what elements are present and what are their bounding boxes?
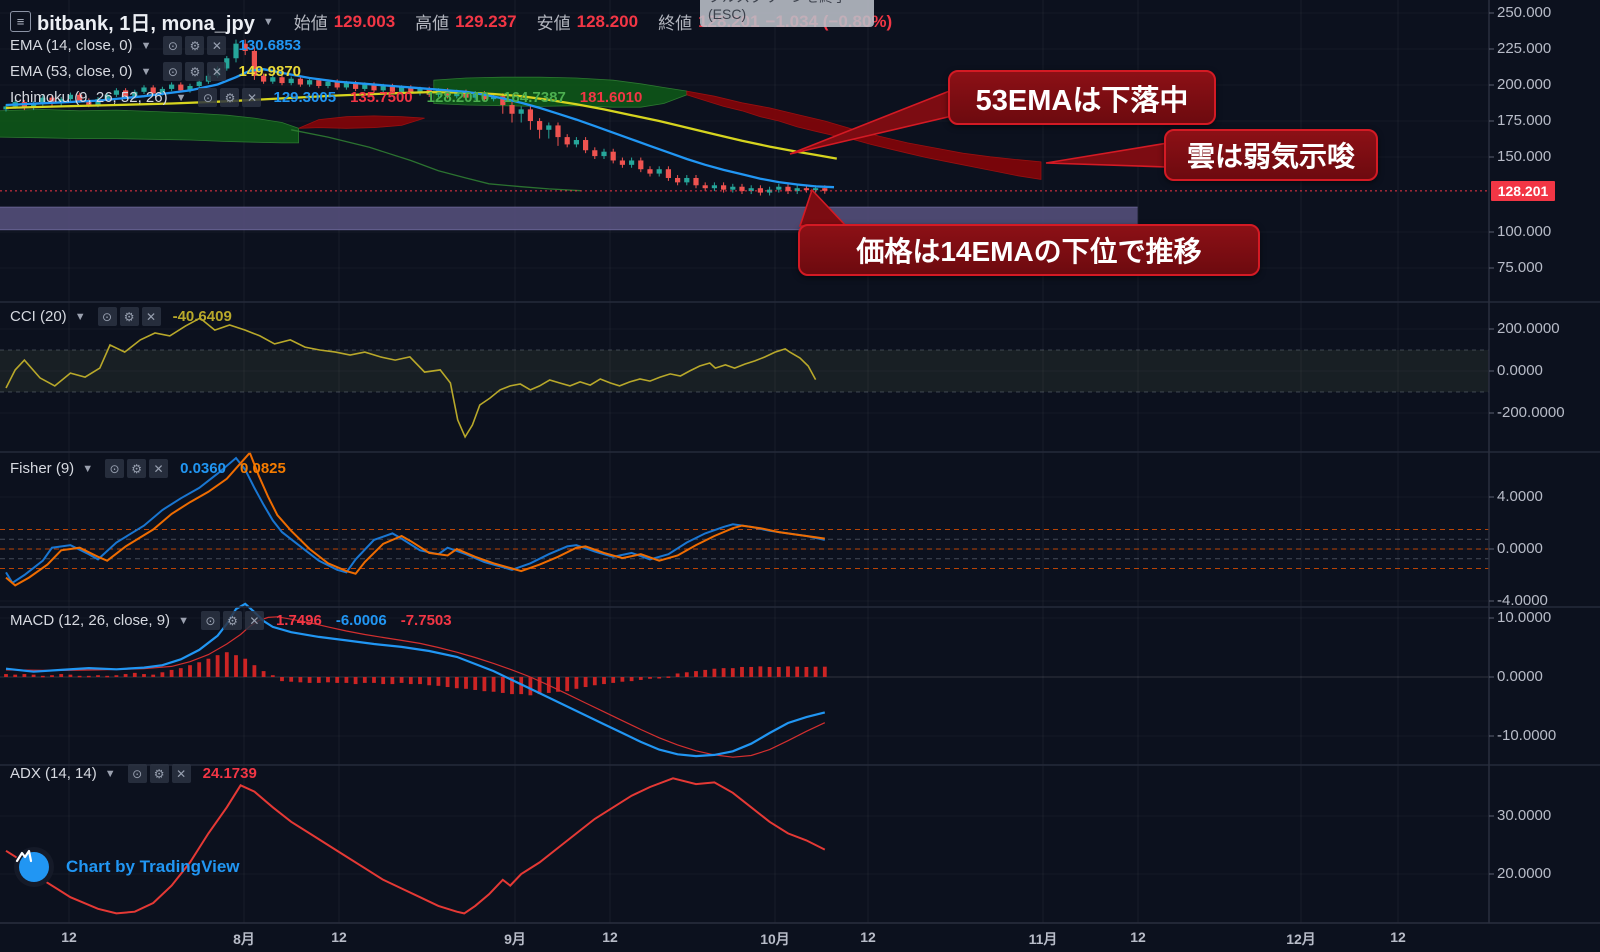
ema53-value: 149.9870: [238, 63, 302, 80]
tradingview-logo-icon: [14, 847, 54, 887]
fisher-label: Fisher (9): [10, 460, 75, 477]
open-value: 129.003: [333, 11, 396, 31]
settings-icon[interactable]: ⚙: [119, 307, 139, 326]
fisher-value: 0.0360: [180, 460, 226, 477]
visibility-icon[interactable]: ⊙: [97, 307, 117, 326]
visibility-icon[interactable]: ⊙: [163, 62, 183, 81]
high-label: 高値: [415, 14, 450, 33]
ichimoku-label: Ichimoku (9, 26, 52, 26): [10, 89, 168, 106]
adx-label: ADX (14, 14): [10, 765, 97, 782]
ichimoku-conversion-value: 129.3005: [273, 89, 337, 106]
visibility-icon[interactable]: ⊙: [127, 764, 147, 783]
visibility-icon[interactable]: ⊙: [200, 611, 220, 630]
fullscreen-exit-tooltip: フルスクリーンを終了 (ESC): [700, 0, 874, 27]
settings-icon[interactable]: ⚙: [185, 62, 205, 81]
macd-signal-value: -7.7503: [400, 612, 452, 629]
watermark[interactable]: Chart by TradingView: [14, 847, 240, 887]
fisher-trigger-value: 0.0825: [239, 460, 286, 477]
settings-icon[interactable]: ⚙: [149, 764, 169, 783]
high-value: 129.237: [455, 11, 517, 31]
menu-icon[interactable]: ≡: [10, 11, 31, 32]
chevron-down-icon[interactable]: ▼: [82, 462, 94, 475]
chevron-down-icon[interactable]: ▼: [140, 39, 152, 52]
legend-fisher[interactable]: Fisher (9) ▼ ⊙ ⚙ ✕ 0.0360 0.0825: [10, 459, 286, 478]
legend-ema53[interactable]: EMA (53, close, 0) ▼ ⊙ ⚙ ✕ 149.9870: [10, 62, 301, 81]
watermark-text[interactable]: Chart by TradingView: [66, 857, 240, 876]
ema53-label: EMA (53, close, 0): [10, 63, 133, 80]
visibility-icon[interactable]: ⊙: [198, 88, 218, 107]
close-icon[interactable]: ✕: [207, 36, 227, 55]
ichimoku-leadA-value: 164.7387: [503, 89, 566, 106]
ichimoku-leadB-value: 181.6010: [579, 89, 643, 106]
cci-value: -40.6409: [172, 308, 232, 325]
legend-macd[interactable]: MACD (12, 26, close, 9) ▼ ⊙ ⚙ ✕ 1.7496 -6.…: [10, 611, 452, 630]
chevron-down-icon[interactable]: ▼: [178, 614, 189, 627]
current-price-badge: 128.201: [1491, 181, 1555, 201]
adx-value: 24.1739: [202, 765, 257, 782]
chevron-down-icon[interactable]: ▼: [175, 91, 187, 104]
ichimoku-base-value: 135.7500: [350, 89, 413, 106]
chevron-down-icon[interactable]: ▼: [74, 310, 86, 323]
ichimoku-lagging-value: 128.2010: [426, 89, 490, 106]
settings-icon[interactable]: ⚙: [185, 36, 205, 55]
visibility-icon[interactable]: ⊙: [105, 459, 125, 478]
chevron-down-icon[interactable]: ▼: [262, 15, 274, 28]
cci-label: CCI (20): [10, 308, 67, 325]
ema14-value: 130.6853: [238, 37, 302, 54]
legend-ema14[interactable]: EMA (14, close, 0) ▼ ⊙ ⚙ ✕ 130.6853: [10, 36, 301, 55]
close-icon[interactable]: ✕: [244, 611, 264, 630]
close-icon[interactable]: ✕: [242, 88, 262, 107]
close-icon[interactable]: ✕: [207, 62, 227, 81]
close-icon[interactable]: ✕: [171, 764, 191, 783]
legend-adx[interactable]: ADX (14, 14) ▼ ⊙ ⚙ ✕ 24.1739: [10, 764, 257, 783]
settings-icon[interactable]: ⚙: [222, 611, 242, 630]
macd-hist-value: 1.7496: [275, 612, 322, 629]
settings-icon[interactable]: ⚙: [127, 459, 147, 478]
macd-label: MACD (12, 26, close, 9): [10, 612, 171, 629]
ema14-label: EMA (14, close, 0): [10, 37, 133, 54]
legend-cci[interactable]: CCI (20) ▼ ⊙ ⚙ ✕ -40.6409: [10, 307, 232, 326]
legend-ichimoku[interactable]: Ichimoku (9, 26, 52, 26) ▼ ⊙ ⚙ ✕ 129.3005 …: [10, 88, 642, 107]
tooltip-line1: フルスクリーンを終了: [708, 0, 866, 6]
settings-icon[interactable]: ⚙: [220, 88, 240, 107]
low-value: 128.200: [576, 11, 639, 31]
close-icon[interactable]: ✕: [141, 307, 161, 326]
close-label: 終値: [658, 14, 693, 33]
macd-line-value: -6.0006: [335, 612, 387, 629]
chevron-down-icon[interactable]: ▼: [140, 65, 152, 78]
visibility-icon[interactable]: ⊙: [163, 36, 183, 55]
open-label: 始値: [293, 14, 328, 33]
tooltip-line2: (ESC): [708, 6, 747, 22]
low-label: 安値: [536, 14, 571, 33]
symbol-title[interactable]: bitbank, 1日, mona_jpy: [37, 13, 255, 35]
chevron-down-icon[interactable]: ▼: [104, 767, 116, 780]
close-icon[interactable]: ✕: [149, 459, 169, 478]
